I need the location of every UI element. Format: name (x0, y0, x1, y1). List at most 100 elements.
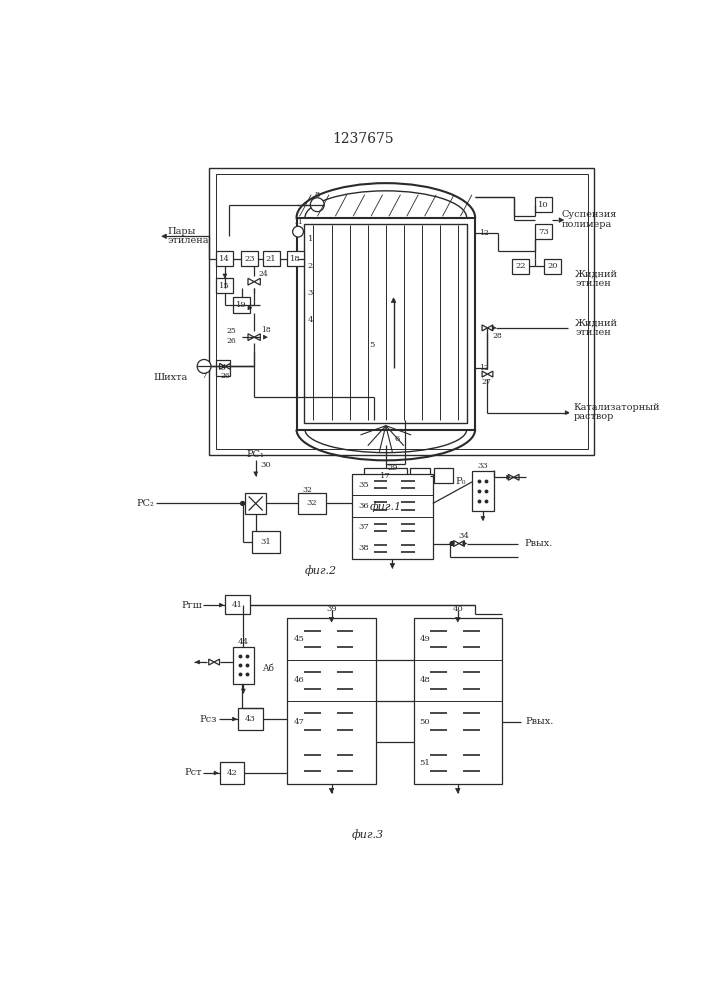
Polygon shape (487, 325, 493, 331)
Text: 7: 7 (201, 372, 206, 380)
Text: 27: 27 (481, 378, 491, 386)
Polygon shape (214, 771, 218, 775)
Bar (287, 618, 376, 784)
Polygon shape (233, 717, 236, 721)
Text: Pгш: Pгш (181, 601, 201, 610)
Text: Pвых.: Pвых. (525, 717, 554, 726)
Polygon shape (248, 334, 254, 341)
Bar (535, 197, 552, 212)
Text: 48: 48 (420, 676, 431, 684)
Text: 20: 20 (548, 262, 558, 270)
Text: 1237675: 1237675 (332, 132, 394, 146)
Text: Катализаторный: Катализаторный (573, 403, 660, 412)
Text: 25: 25 (227, 327, 237, 335)
Bar (225, 595, 250, 614)
Bar (245, 493, 267, 514)
Text: 44: 44 (238, 638, 249, 646)
Bar (287, 251, 304, 266)
Text: 40: 40 (452, 605, 463, 613)
Text: Aб: Aб (262, 664, 274, 673)
Text: 26: 26 (220, 372, 230, 380)
Text: Пары: Пары (167, 227, 196, 236)
Bar (359, 483, 413, 495)
Text: этилен: этилен (575, 279, 611, 288)
Text: 49: 49 (420, 635, 431, 643)
Polygon shape (481, 517, 485, 520)
Polygon shape (219, 603, 223, 607)
Text: 46: 46 (293, 676, 304, 684)
Text: фиг.3: фиг.3 (351, 829, 383, 840)
Text: 18: 18 (291, 255, 301, 263)
Text: Pвых.: Pвых. (525, 539, 553, 548)
Circle shape (197, 359, 211, 373)
Polygon shape (214, 659, 219, 665)
Polygon shape (391, 298, 396, 302)
Bar (241, 251, 258, 266)
Polygon shape (459, 541, 464, 546)
Polygon shape (487, 371, 493, 377)
Text: этилен: этилен (575, 328, 611, 337)
Bar (252, 531, 279, 553)
Polygon shape (264, 335, 267, 339)
Text: 3: 3 (308, 289, 313, 297)
Text: 21: 21 (266, 255, 276, 263)
Polygon shape (248, 306, 252, 310)
Text: 10: 10 (538, 201, 549, 209)
Text: Pсз: Pсз (199, 715, 217, 724)
Text: 23: 23 (244, 255, 255, 263)
Polygon shape (221, 364, 225, 368)
Text: 73: 73 (538, 228, 549, 236)
Bar (298, 493, 326, 514)
Bar (219, 762, 244, 784)
Polygon shape (390, 564, 395, 568)
Circle shape (293, 226, 303, 237)
Bar (414, 618, 502, 784)
Polygon shape (514, 474, 519, 480)
Text: 19: 19 (236, 301, 247, 309)
Text: 1: 1 (308, 235, 313, 243)
Text: 41: 41 (232, 601, 243, 609)
Text: PС₁: PС₁ (247, 450, 264, 459)
Polygon shape (565, 411, 569, 415)
Text: полимера: полимера (561, 220, 612, 229)
Text: 12: 12 (479, 364, 489, 372)
Text: Жидний: Жидний (575, 269, 618, 278)
Polygon shape (559, 218, 563, 222)
Text: 31: 31 (260, 538, 271, 546)
Text: Жидний: Жидний (575, 319, 618, 328)
Text: 11: 11 (293, 218, 303, 226)
Bar (296, 218, 475, 430)
Polygon shape (482, 325, 487, 331)
Bar (216, 360, 230, 376)
Polygon shape (254, 334, 260, 341)
Text: этилена: этилена (167, 236, 209, 245)
Text: 2: 2 (308, 262, 313, 270)
Polygon shape (482, 371, 487, 377)
Text: 18: 18 (261, 326, 271, 334)
Text: PС₂: PС₂ (136, 499, 154, 508)
Polygon shape (455, 617, 460, 622)
Bar (411, 468, 430, 483)
Text: 36: 36 (358, 502, 369, 510)
Text: Суспензия: Суспензия (561, 210, 617, 219)
Text: раствор: раствор (573, 412, 614, 421)
Text: 33: 33 (477, 462, 489, 471)
Bar (262, 251, 279, 266)
Bar (364, 468, 407, 483)
Text: 43: 43 (245, 715, 256, 723)
Polygon shape (196, 660, 199, 664)
Polygon shape (254, 278, 260, 285)
Polygon shape (508, 474, 514, 480)
Polygon shape (209, 659, 214, 665)
Text: Шихта: Шихта (154, 373, 188, 382)
Text: 34: 34 (458, 532, 469, 540)
Text: 12: 12 (479, 229, 489, 237)
Polygon shape (507, 475, 510, 479)
Polygon shape (223, 274, 227, 278)
Circle shape (450, 542, 454, 545)
Bar (304, 224, 467, 423)
Text: 32: 32 (303, 486, 312, 494)
Text: 4: 4 (308, 316, 313, 324)
Polygon shape (248, 278, 254, 285)
Polygon shape (492, 326, 496, 330)
